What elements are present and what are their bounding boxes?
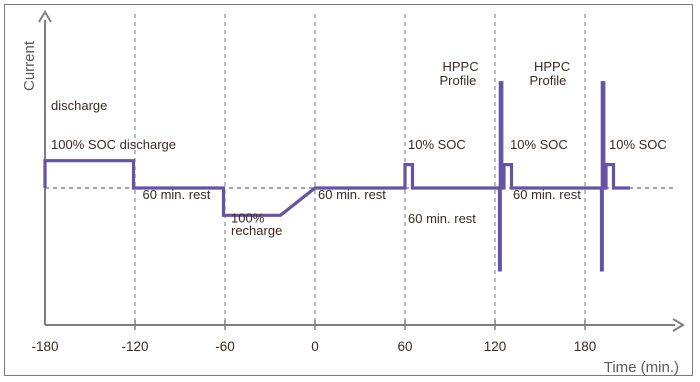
x-tick-label: -120 [121,339,148,354]
annotation-label: 100% [231,210,265,225]
annotation-label: Profile [440,73,477,88]
x-tick-label: 180 [574,339,597,354]
chart-frame [4,4,693,376]
annotation-label: 10% SOC [408,137,466,152]
annotation-label: recharge [231,223,282,238]
x-tick-label: -60 [215,339,235,354]
axes [38,10,685,332]
x-tick-label: 60 [397,339,412,354]
x-tick-labels: -180 -120 -60 0 60 120 180 [31,320,596,354]
annotation-label: 60 min. rest [513,187,581,202]
y-axis-label: Current [21,40,38,91]
x-tick-label: -180 [31,339,58,354]
x-tick-label: 120 [484,339,507,354]
annotation-label: 10% SOC [609,137,667,152]
x-tick-label: 0 [311,339,319,354]
annotation-label: 100% SOC discharge [51,137,176,152]
y-axis-arrow [38,10,52,23]
annotation-label: 60 min. rest [408,211,476,226]
annotation-label: 10% SOC [510,137,568,152]
series-line [43,81,630,272]
grid-lines [134,14,586,325]
annotation-label: discharge [51,98,107,113]
x-axis-arrow [672,318,685,332]
annotation-label: 60 min. rest [143,187,211,202]
x-axis-label: Time (min.) [604,359,679,376]
annotation-label: HPPC [443,59,479,74]
annotation-label: Profile [530,73,567,88]
annotation-label: HPPC [534,59,570,74]
annotations: discharge 100% SOC discharge 60 min. rest 1… [51,59,667,238]
annotation-label: 60 min. rest [318,187,386,202]
